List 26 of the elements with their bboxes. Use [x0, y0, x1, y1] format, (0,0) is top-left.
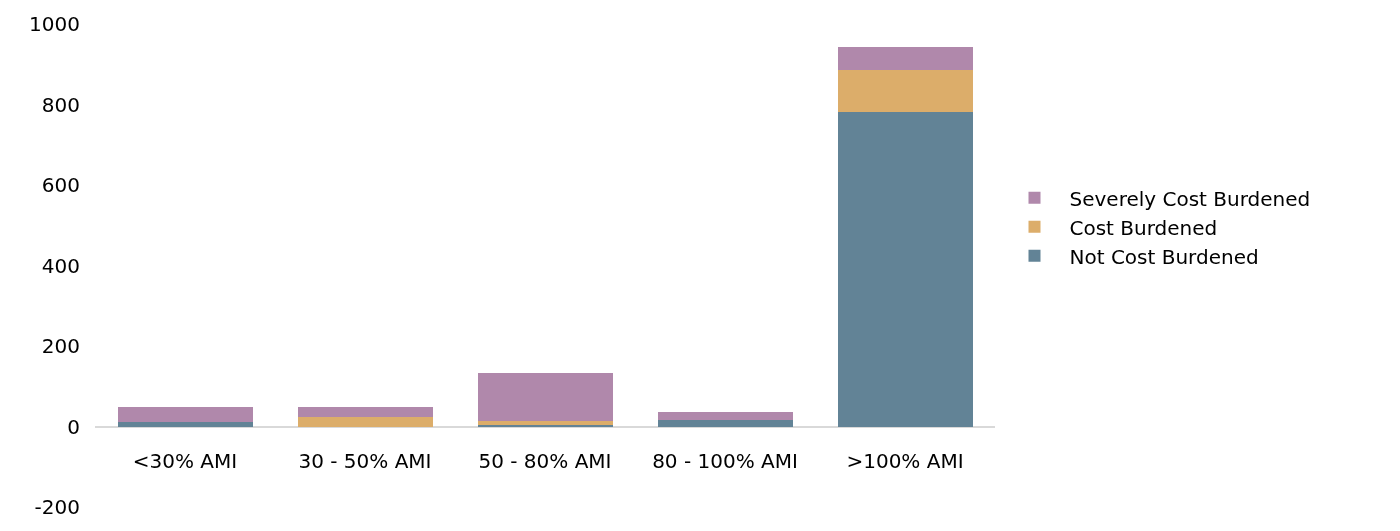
legend-label: Severely Cost Burdened	[1069, 186, 1311, 211]
x-tick-label: <30% AMI	[132, 448, 238, 473]
bar	[837, 47, 973, 70]
bar	[837, 69, 973, 112]
bar	[837, 111, 973, 427]
y-tick-label: 800	[41, 92, 80, 117]
x-tick-label: 30 - 50% AMI	[298, 448, 432, 473]
bar	[657, 412, 793, 421]
legend-label: Cost Burdened	[1069, 215, 1218, 240]
bar	[477, 373, 613, 422]
legend-label: Not Cost Burdened	[1069, 244, 1259, 269]
x-tick-label: 50 - 80% AMI	[478, 448, 612, 473]
bar	[657, 420, 793, 427]
x-tick-label: >100% AMI	[846, 448, 964, 473]
y-tick-label: 200	[41, 334, 80, 358]
bar	[297, 416, 433, 427]
bar	[117, 407, 253, 423]
y-tick-label: -200	[34, 495, 80, 519]
bar	[477, 421, 613, 426]
bar	[297, 407, 433, 417]
y-tick-label: 400	[41, 253, 80, 278]
y-tick-label: 600	[41, 173, 80, 197]
x-tick-label: 80 - 100% AMI	[652, 448, 798, 473]
y-tick-label: 0	[67, 414, 80, 439]
bar	[117, 422, 253, 427]
y-tick-label: 1000	[29, 12, 80, 36]
